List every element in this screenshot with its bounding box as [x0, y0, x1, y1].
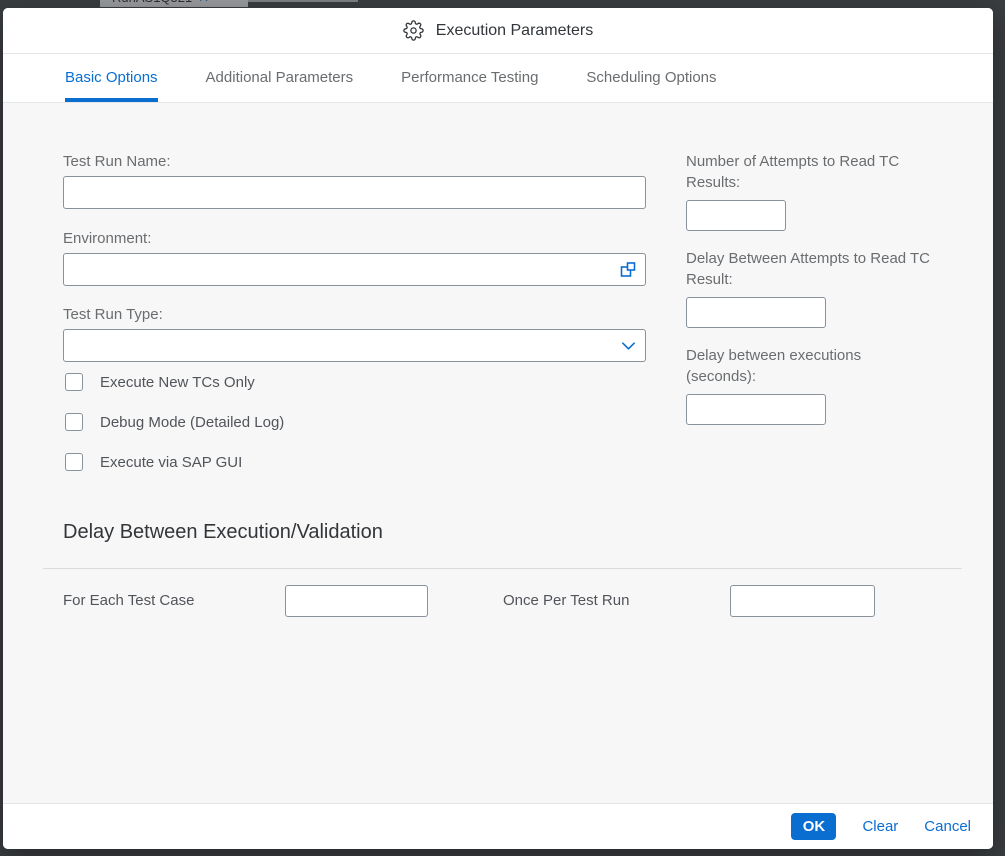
delay-executions-input[interactable]: [686, 394, 826, 425]
background-strip: [248, 0, 358, 2]
checkbox-row-execute-sap-gui[interactable]: Execute via SAP GUI: [65, 453, 242, 471]
execute-sap-gui-checkbox[interactable]: [65, 453, 83, 471]
test-run-type-select[interactable]: [63, 329, 646, 362]
environment-field: [63, 253, 646, 286]
test-run-type-field: [63, 329, 646, 362]
gear-icon: [403, 20, 424, 41]
environment-label: Environment:: [63, 230, 152, 247]
checkbox-row-execute-new-tcs[interactable]: Execute New TCs Only: [65, 373, 255, 391]
close-icon: ✕: [198, 0, 209, 5]
test-run-type-label: Test Run Type:: [63, 306, 163, 323]
background-tab-label: RunAS1Q521: [112, 0, 192, 5]
tab-basic-options[interactable]: Basic Options: [65, 54, 158, 102]
test-run-name-label: Test Run Name:: [63, 153, 171, 170]
checkbox-row-debug-mode[interactable]: Debug Mode (Detailed Log): [65, 413, 284, 431]
attempts-label: Number of Attempts to Read TC Results:: [686, 153, 900, 191]
background-tab: RunAS1Q521 ✕: [100, 0, 248, 7]
execution-parameters-dialog: Execution Parameters Basic Options Addit…: [3, 8, 993, 849]
cancel-button[interactable]: Cancel: [924, 818, 971, 835]
execute-sap-gui-label: Execute via SAP GUI: [100, 453, 243, 471]
tab-performance-testing[interactable]: Performance Testing: [401, 69, 539, 86]
tab-scheduling-options[interactable]: Scheduling Options: [586, 69, 717, 86]
debug-mode-label: Debug Mode (Detailed Log): [100, 413, 285, 431]
delay-attempts-label: Delay Between Attempts to Read TC Result…: [686, 250, 931, 288]
once-per-test-run-input[interactable]: [730, 585, 875, 617]
for-each-test-case-input[interactable]: [285, 585, 428, 617]
ok-button[interactable]: OK: [791, 813, 837, 840]
execute-new-tcs-label: Execute New TCs Only: [100, 373, 255, 391]
delay-executions-label: Delay between executions (seconds):: [686, 347, 862, 385]
for-each-test-case-label: For Each Test Case: [63, 592, 195, 609]
chevron-down-icon[interactable]: [620, 337, 637, 354]
delay-attempts-input[interactable]: [686, 297, 826, 328]
dialog-header: Execution Parameters: [3, 8, 993, 54]
debug-mode-checkbox[interactable]: [65, 413, 83, 431]
test-run-name-input[interactable]: [63, 176, 646, 209]
tab-additional-parameters[interactable]: Additional Parameters: [205, 69, 354, 86]
tab-bar: Basic Options Additional Parameters Perf…: [3, 54, 993, 103]
clear-button[interactable]: Clear: [862, 818, 899, 835]
environment-input[interactable]: [63, 253, 646, 286]
dialog-footer: OK Clear Cancel: [3, 803, 993, 849]
tab-content-basic-options: Test Run Name: Environment: Test Run Typ…: [3, 103, 993, 803]
once-per-test-run-label: Once Per Test Run: [503, 592, 630, 609]
dialog-title: Execution Parameters: [435, 21, 594, 39]
section-title-delay-between-execution-validation: Delay Between Execution/Validation: [63, 521, 383, 543]
execute-new-tcs-checkbox[interactable]: [65, 373, 83, 391]
attempts-input[interactable]: [686, 200, 786, 231]
value-help-icon[interactable]: [620, 261, 637, 278]
section-divider: [43, 568, 962, 569]
